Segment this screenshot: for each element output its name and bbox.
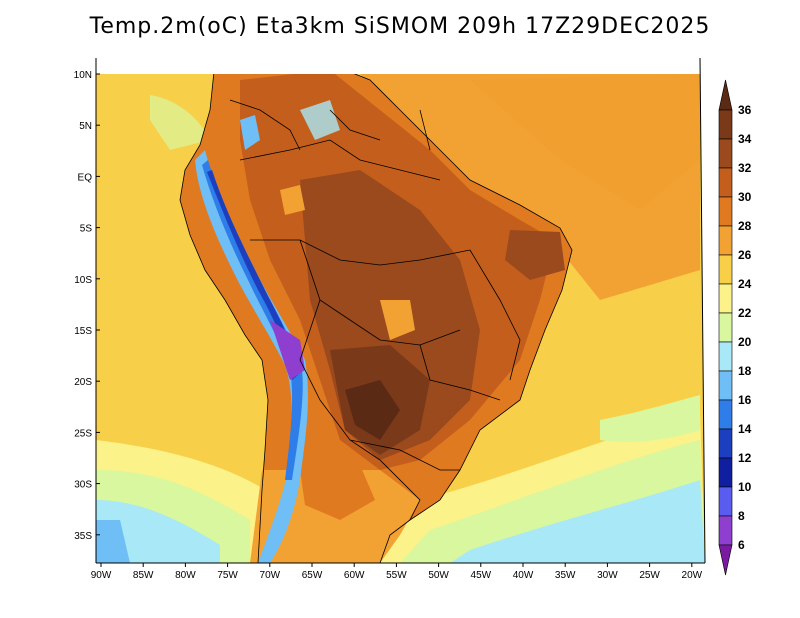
colorbar-band — [718, 196, 733, 227]
lon-label: 60W — [344, 570, 365, 581]
plot-frame — [95, 57, 706, 564]
colorbar-label: 16 — [738, 393, 752, 407]
lat-label: 10S — [74, 275, 92, 286]
colorbar-label: 20 — [738, 335, 752, 349]
colorbar-band — [718, 341, 733, 372]
colorbar-label: 32 — [738, 161, 752, 175]
lon-label: 20W — [682, 570, 703, 581]
lat-label: 15S — [74, 326, 92, 337]
lat-label: 20S — [74, 377, 92, 388]
colorbar-band — [718, 486, 733, 517]
colorbar-band — [718, 457, 733, 488]
colorbar-band — [718, 428, 733, 459]
colorbar-label: 22 — [738, 306, 752, 320]
colorbar-label: 28 — [738, 219, 752, 233]
colorbar-band — [718, 370, 733, 401]
colorbar-label: 26 — [738, 248, 752, 262]
lon-label: 40W — [513, 570, 534, 581]
lat-label: 30S — [74, 480, 92, 491]
colorbar-band — [718, 312, 733, 343]
lon-label: 80W — [175, 570, 196, 581]
lat-label: 5S — [80, 224, 93, 235]
latitude-axis: 10N 5N EQ 5S 10S 15S 20S 25S 30S 35S — [74, 70, 100, 542]
lon-label: 45W — [471, 570, 492, 581]
colorbar-band — [718, 109, 733, 140]
colorbar: 36 34 32 30 28 26 24 22 20 18 16 14 12 10 8 6 — [718, 79, 752, 576]
colorbar-band — [718, 399, 733, 430]
lat-label: 35S — [74, 531, 92, 542]
colorbar-label: 30 — [738, 190, 752, 204]
lon-label: 65W — [302, 570, 323, 581]
lon-label: 90W — [91, 570, 112, 581]
lat-label: 25S — [74, 428, 92, 439]
colorbar-top-arrow — [718, 79, 733, 111]
colorbar-band — [718, 515, 733, 546]
lon-label: 55W — [386, 570, 407, 581]
map-field — [96, 74, 705, 563]
lon-label: 75W — [217, 570, 238, 581]
lon-label: 35W — [555, 570, 576, 581]
colorbar-label: 6 — [738, 538, 745, 552]
lon-label: 70W — [260, 570, 281, 581]
colorbar-label: 10 — [738, 480, 752, 494]
colorbar-label: 12 — [738, 451, 752, 465]
colorbar-band — [718, 225, 733, 256]
colorbar-label: 36 — [738, 103, 752, 117]
map-title: Temp.2m(oC) Eta3km SiSMOM 209h 17Z29DEC2… — [89, 14, 711, 39]
lat-label: 10N — [74, 70, 92, 81]
colorbar-bottom-arrow — [718, 544, 733, 576]
longitude-axis: 90W 85W 80W 75W 70W 65W 60W 55W 50W 45W 40W 35W 30W 2… — [91, 563, 703, 581]
lon-label: 30W — [597, 570, 618, 581]
country-borders — [179, 74, 573, 563]
colorbar-band — [718, 254, 733, 285]
colorbar-band — [718, 283, 733, 314]
lat-label: 5N — [79, 121, 92, 132]
lon-label: 50W — [428, 570, 449, 581]
colorbar-band — [718, 167, 733, 198]
colorbar-label: 24 — [738, 277, 752, 291]
lon-label: 85W — [133, 570, 154, 581]
lon-label: 25W — [639, 570, 660, 581]
lat-label: EQ — [78, 172, 93, 183]
colorbar-label: 34 — [738, 132, 752, 146]
colorbar-band — [718, 138, 733, 169]
colorbar-label: 8 — [738, 509, 745, 523]
colorbar-label: 14 — [738, 422, 752, 436]
colorbar-label: 18 — [738, 364, 752, 378]
